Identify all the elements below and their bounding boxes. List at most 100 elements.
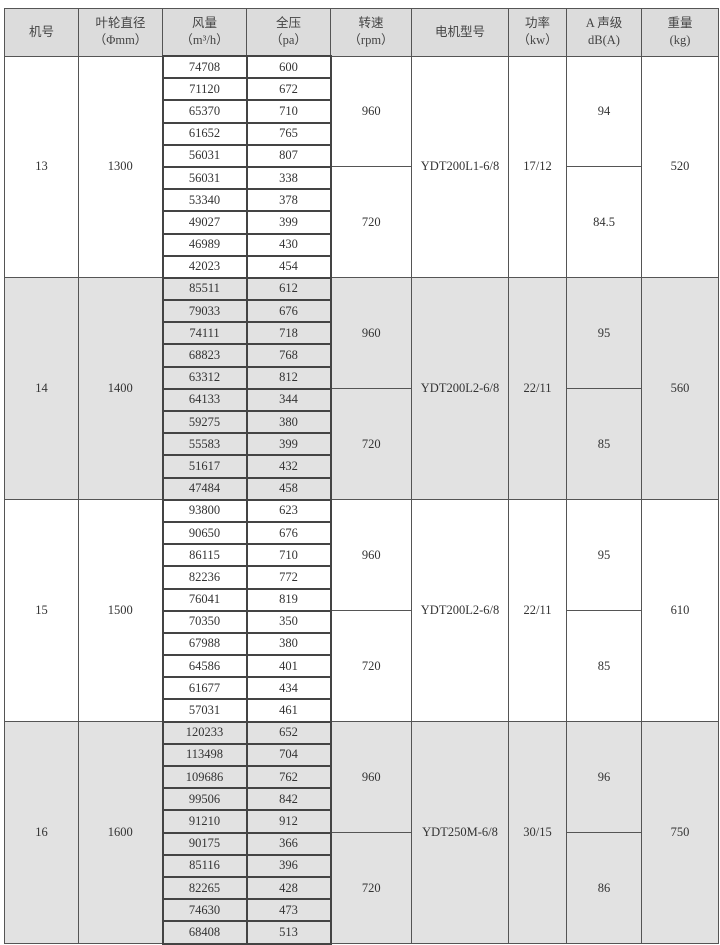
table-row: 67988 380 xyxy=(5,631,719,657)
table-row: 74111 718 xyxy=(5,321,719,346)
airflow-cell: 53340 xyxy=(161,188,248,213)
model-cell: 15 xyxy=(4,499,79,723)
noise-cell: 95 xyxy=(566,499,642,612)
table-row: 56031 807 xyxy=(5,143,719,168)
airflow-cell: 63312 xyxy=(161,365,248,390)
table-row: 61652 765 xyxy=(5,121,719,146)
table-row: 64586 401 xyxy=(5,654,719,679)
airflow-cell: 55583 xyxy=(161,432,248,457)
header-noise: A 声级 dB(A) xyxy=(566,8,642,57)
motor-cell: YDT200L2-6/8 xyxy=(411,499,509,723)
pressure-cell: 807 xyxy=(245,143,332,168)
table-row: 55583 399 xyxy=(5,432,719,457)
pressure-cell: 772 xyxy=(245,565,332,590)
header-row: 机号 叶轮直径 （Φmm） 风量 （m³/h） 全压 （pa） 转速 （rpm） 电机型号 功率 （k… xyxy=(4,8,719,57)
pressure-cell: 718 xyxy=(245,321,332,346)
airflow-cell: 82265 xyxy=(161,875,248,901)
diameter-cell: 1600 xyxy=(78,721,163,944)
airflow-cell: 56031 xyxy=(161,143,248,168)
table-row: 70350 350 720 85 xyxy=(5,609,719,723)
table-row: 47484 458 xyxy=(5,476,719,501)
motor-cell: YDT250M-6/8 xyxy=(411,721,509,944)
airflow-cell: 74708 xyxy=(161,54,248,80)
header-unit: （pa） xyxy=(270,33,307,47)
motor-cell: YDT200L1-6/8 xyxy=(411,55,509,279)
speed-cell: 960 xyxy=(330,499,412,612)
table-row: 46989 430 xyxy=(5,232,719,257)
airflow-cell: 120233 xyxy=(161,720,248,745)
speed-cell: 960 xyxy=(330,721,412,834)
airflow-cell: 47484 xyxy=(161,476,248,501)
airflow-cell: 56031 xyxy=(161,165,248,191)
header-pressure: 全压 （pa） xyxy=(246,8,331,57)
power-cell: 22/11 xyxy=(508,499,567,723)
header-label: 重量 xyxy=(667,16,693,31)
pressure-cell: 378 xyxy=(245,188,332,213)
weight-cell: 610 xyxy=(641,499,719,723)
noise-cell: 96 xyxy=(566,721,642,834)
speed-cell: 960 xyxy=(330,277,412,390)
airflow-cell: 86115 xyxy=(161,543,248,568)
table-row: 64133 344 720 85 xyxy=(5,387,719,501)
table-row: 63312 812 xyxy=(5,365,719,390)
noise-cell: 86 xyxy=(566,832,642,944)
header-unit: （kw） xyxy=(517,33,558,48)
table-row: 86115 710 xyxy=(5,543,719,568)
airflow-cell: 91210 xyxy=(161,809,248,834)
pressure-cell: 461 xyxy=(245,698,332,723)
airflow-cell: 71120 xyxy=(161,77,248,102)
header-unit: （rpm） xyxy=(348,33,394,48)
noise-cell: 85 xyxy=(566,388,642,501)
motor-cell: YDT200L2-6/8 xyxy=(411,277,509,501)
pressure-cell: 366 xyxy=(245,831,332,856)
table-row: 59275 380 xyxy=(5,409,719,435)
table-row: 15 1500 93800 623 960 YDT200L2-6/8 22/11 95 610 xyxy=(4,498,719,723)
pressure-cell: 912 xyxy=(245,809,332,834)
pressure-cell: 428 xyxy=(245,875,332,901)
airflow-cell: 93800 xyxy=(161,498,248,523)
pressure-cell: 344 xyxy=(245,387,332,413)
pressure-cell: 672 xyxy=(245,77,332,102)
airflow-cell: 42023 xyxy=(161,254,248,279)
table-row: 109686 762 xyxy=(5,764,719,790)
header-label: 风量 xyxy=(191,16,217,30)
header-label: A 声级 xyxy=(585,16,623,31)
table-row: 53340 378 xyxy=(5,188,719,213)
power-cell: 17/12 xyxy=(508,55,567,279)
header-motor: 电机型号 xyxy=(411,8,509,57)
pressure-cell: 454 xyxy=(245,254,332,279)
model-cell: 14 xyxy=(4,277,79,501)
pressure-cell: 710 xyxy=(245,543,332,568)
airflow-cell: 109686 xyxy=(161,764,248,790)
table-row: 13 1300 74708 600 960 YDT200L1-6/8 17/12 94 520 xyxy=(4,54,719,279)
airflow-cell: 64133 xyxy=(161,387,248,413)
pressure-cell: 434 xyxy=(245,676,332,701)
header-power: 功率 （kw） xyxy=(508,8,567,57)
power-cell: 22/11 xyxy=(508,277,567,501)
airflow-cell: 85116 xyxy=(161,853,248,878)
table-row: 65370 710 xyxy=(5,99,719,124)
noise-cell: 85 xyxy=(566,610,642,723)
airflow-cell: 90175 xyxy=(161,831,248,856)
table-row: 82236 772 xyxy=(5,565,719,590)
pressure-cell: 399 xyxy=(245,210,332,235)
speed-cell: 720 xyxy=(330,610,412,723)
airflow-cell: 82236 xyxy=(161,565,248,590)
airflow-cell: 46989 xyxy=(161,232,248,257)
header-label: 转速 xyxy=(358,16,384,31)
table-row: 74630 473 xyxy=(5,898,719,923)
header-airflow: 风量 （m³/h） xyxy=(162,8,247,57)
pressure-cell: 430 xyxy=(245,232,332,257)
airflow-cell: 49027 xyxy=(161,210,248,235)
table-row: 16 1600 120233 652 960 YDT250M-6/8 30/15 96 750 xyxy=(4,720,719,944)
pressure-cell: 432 xyxy=(245,454,332,479)
speed-cell: 720 xyxy=(330,166,412,279)
speed-cell: 720 xyxy=(330,388,412,501)
pressure-cell: 842 xyxy=(245,787,332,812)
table-row: 14 1400 85511 612 960 YDT200L2-6/8 22/11 95 560 xyxy=(4,276,719,501)
airflow-cell: 79033 xyxy=(161,299,248,324)
model-cell: 16 xyxy=(4,721,79,944)
pressure-cell: 513 xyxy=(245,920,332,945)
header-diameter: 叶轮直径 （Φmm） xyxy=(78,8,163,57)
airflow-cell: 70350 xyxy=(161,609,248,634)
